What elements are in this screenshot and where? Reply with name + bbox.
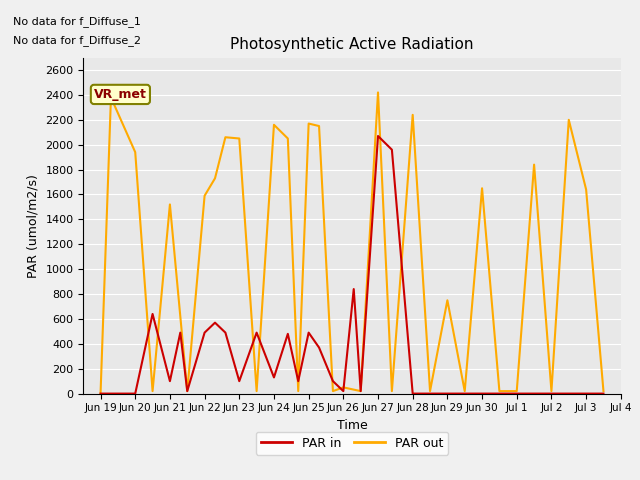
Text: No data for f_Diffuse_1: No data for f_Diffuse_1: [13, 16, 141, 27]
Title: Photosynthetic Active Radiation: Photosynthetic Active Radiation: [230, 37, 474, 52]
X-axis label: Time: Time: [337, 419, 367, 432]
Text: VR_met: VR_met: [94, 88, 147, 101]
Y-axis label: PAR (umol/m2/s): PAR (umol/m2/s): [27, 174, 40, 277]
Legend: PAR in, PAR out: PAR in, PAR out: [255, 432, 449, 455]
Text: No data for f_Diffuse_2: No data for f_Diffuse_2: [13, 35, 141, 46]
